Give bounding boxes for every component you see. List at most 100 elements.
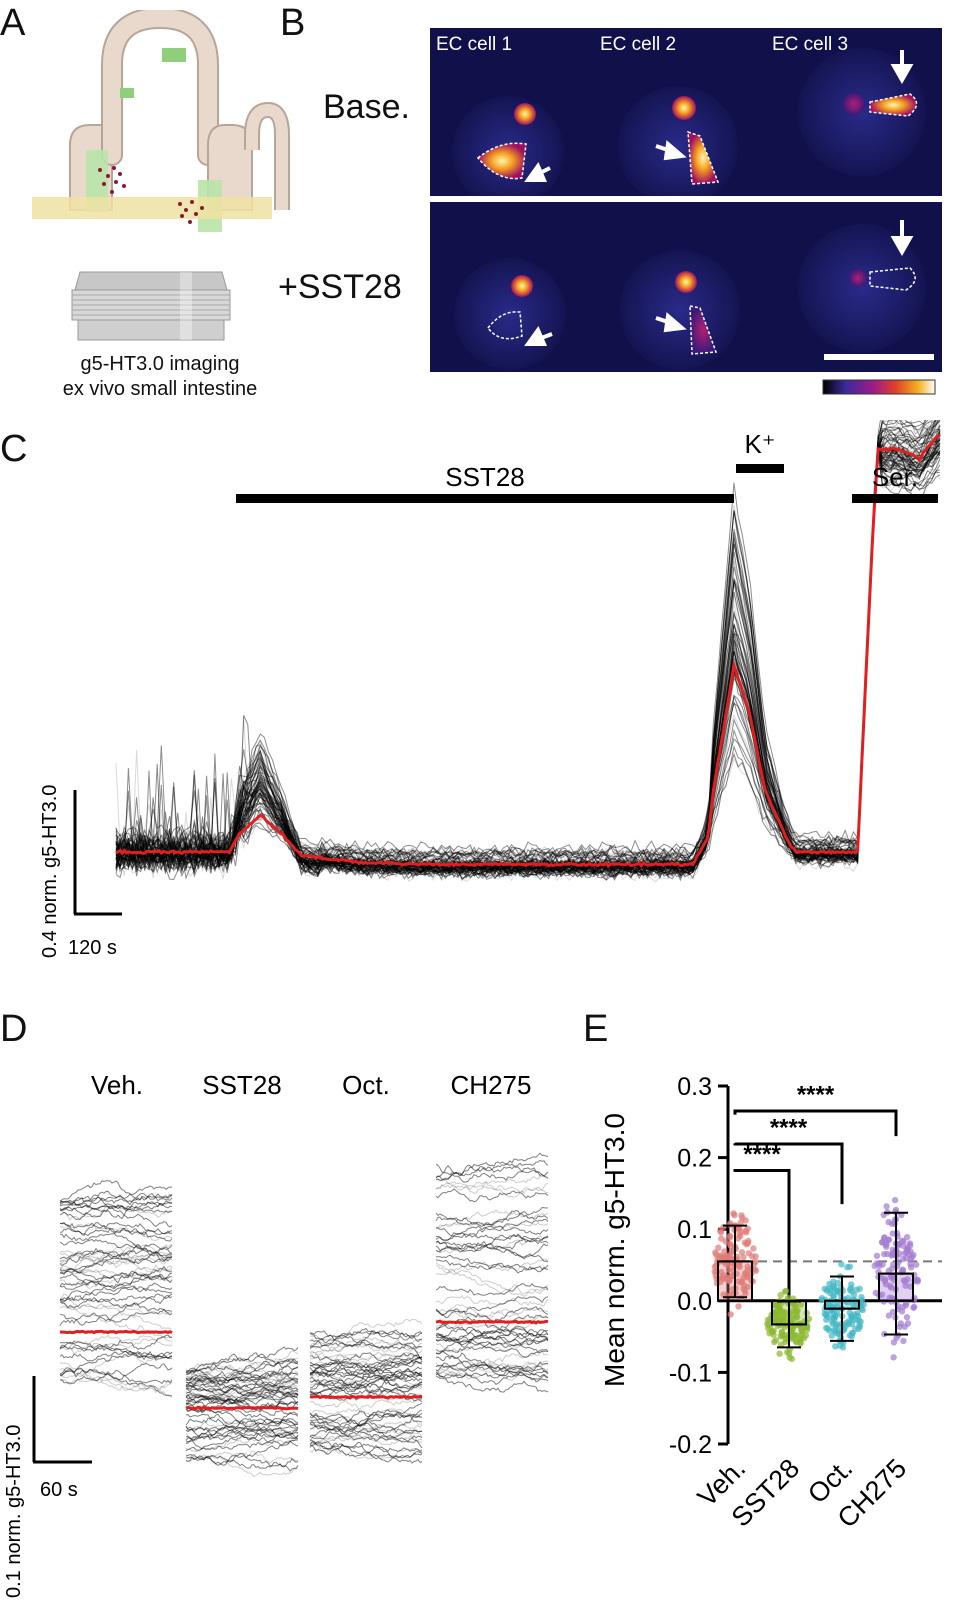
data-point <box>749 1253 756 1260</box>
trace-line <box>185 1437 299 1453</box>
sst28-bar <box>236 494 734 503</box>
trace-line <box>59 1285 173 1302</box>
data-point <box>890 1339 898 1346</box>
trace-line <box>309 1367 423 1379</box>
trace-line <box>115 420 937 881</box>
trace-line <box>309 1429 423 1443</box>
baseline-row <box>452 48 926 208</box>
trace-line <box>59 1238 173 1250</box>
ser-bar <box>852 494 938 503</box>
data-point <box>765 1321 772 1329</box>
condition-group-3 <box>435 1152 549 1393</box>
trace-line <box>309 1420 423 1438</box>
trace-line <box>59 1246 172 1265</box>
data-point <box>834 1279 842 1287</box>
data-point <box>897 1320 904 1327</box>
trace-line <box>59 1334 173 1350</box>
trace-line <box>60 1363 173 1385</box>
data-point <box>830 1314 837 1321</box>
data-point <box>845 1320 853 1328</box>
trace-line <box>59 1193 173 1211</box>
trace-line <box>59 1369 173 1385</box>
trace-line <box>59 1340 173 1360</box>
data-point <box>772 1301 780 1309</box>
cell-label-1: EC cell 1 <box>436 34 513 55</box>
trace-line <box>185 1360 299 1376</box>
trace-line <box>59 1221 173 1237</box>
trace-line <box>185 1364 299 1384</box>
significance-bracket <box>733 1142 844 1205</box>
trace-line <box>309 1332 423 1359</box>
data-point <box>738 1249 746 1256</box>
trace-line <box>309 1412 423 1431</box>
data-point <box>904 1276 911 1283</box>
trace-line <box>185 1421 299 1434</box>
bar-group-veh <box>711 1210 760 1318</box>
condition-group-1 <box>185 1346 299 1478</box>
imaging-panel <box>430 28 942 395</box>
trace-line <box>309 1318 423 1341</box>
condition-label-veh: Veh. <box>91 1070 143 1100</box>
data-point <box>772 1337 780 1344</box>
k-bar-label: K⁺ <box>744 429 775 459</box>
data-point <box>876 1262 883 1270</box>
trace-line <box>115 425 941 883</box>
trace-line <box>115 420 926 866</box>
data-point <box>781 1288 789 1295</box>
trace-line <box>435 1222 549 1230</box>
data-point <box>854 1310 861 1317</box>
trace-line <box>309 1352 423 1365</box>
data-point <box>907 1283 914 1290</box>
sst28-bar-label: SST28 <box>445 462 525 492</box>
trace-line <box>115 449 941 878</box>
data-point <box>738 1228 745 1235</box>
trace-line <box>185 1365 299 1383</box>
trace-line <box>309 1371 423 1394</box>
scale-label-x-c: 120 s <box>68 937 117 959</box>
data-point <box>717 1229 725 1236</box>
data-point <box>848 1281 855 1288</box>
trace-line <box>435 1294 549 1307</box>
trace-line <box>435 1233 549 1253</box>
trace-line <box>59 1222 173 1263</box>
error-bar <box>721 1224 749 1299</box>
data-point <box>829 1320 837 1328</box>
trace-line <box>115 442 941 872</box>
trace-line <box>59 1282 173 1303</box>
y-tick-label: -0.2 <box>669 1431 712 1459</box>
trace-line <box>59 1293 173 1316</box>
data-point <box>844 1264 851 1271</box>
significance-bracket <box>733 1109 898 1137</box>
data-point <box>725 1277 733 1285</box>
trace-line <box>435 1264 549 1295</box>
trace-line <box>435 1308 549 1319</box>
trace-line <box>309 1428 423 1446</box>
trace-line <box>309 1439 423 1453</box>
panel-label-c: C <box>0 428 28 470</box>
trace-line <box>115 442 941 881</box>
data-point <box>835 1330 843 1337</box>
y-tick-label: -0.1 <box>669 1359 712 1387</box>
data-point <box>844 1294 852 1302</box>
trace-line <box>309 1329 423 1347</box>
y-tick-label: 0.3 <box>677 1073 712 1101</box>
trace-line <box>115 420 933 862</box>
trace-line <box>435 1339 549 1353</box>
trace-line <box>115 430 941 859</box>
data-point <box>782 1338 789 1346</box>
trace-line <box>185 1357 299 1380</box>
trace-line <box>115 439 941 881</box>
condition-group-0 <box>59 1180 173 1398</box>
data-point <box>910 1251 917 1259</box>
trace-line <box>309 1431 423 1444</box>
trace-line <box>59 1367 173 1390</box>
data-point <box>832 1343 839 1350</box>
data-point <box>846 1309 853 1316</box>
trace-line <box>435 1349 549 1376</box>
ser-bar-label: Ser. <box>872 462 918 492</box>
trace-line <box>59 1300 173 1330</box>
trace-line <box>309 1383 423 1393</box>
trace-line <box>59 1341 173 1360</box>
trace-line <box>435 1258 549 1273</box>
